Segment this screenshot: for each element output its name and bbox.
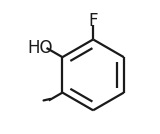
Text: HO: HO <box>28 39 53 57</box>
Text: F: F <box>88 12 98 30</box>
